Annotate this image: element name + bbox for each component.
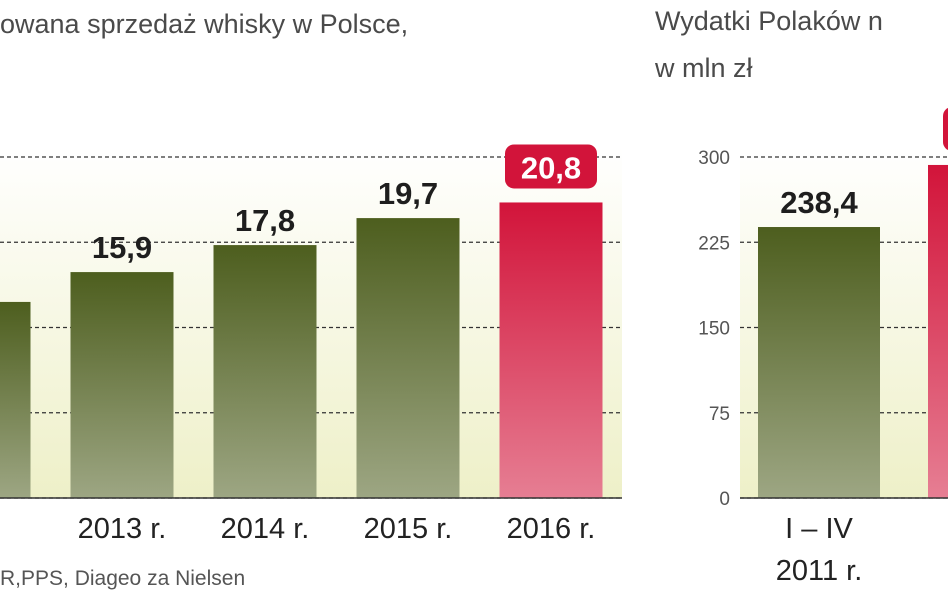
y-tick-label: 300	[698, 148, 730, 169]
value-label: 238,4	[780, 185, 858, 220]
y-tick-label: 0	[719, 489, 730, 510]
value-label: 20,8	[521, 150, 581, 185]
bar	[70, 272, 174, 498]
bar	[356, 218, 460, 499]
bar	[499, 202, 603, 498]
bar	[213, 245, 317, 498]
y-tick-label: 150	[698, 319, 730, 340]
x-tick-label: 2011 r.	[776, 555, 863, 587]
y-tick-label: 75	[709, 404, 730, 425]
x-tick-label: 2014 r.	[221, 513, 310, 545]
value-label: 19,7	[378, 176, 438, 211]
bar	[0, 301, 31, 498]
y-tick-label: 225	[698, 233, 730, 254]
bar	[928, 164, 948, 498]
value-label-box	[943, 107, 948, 151]
x-tick-label: I – IV	[785, 513, 853, 545]
chart-subtitle: w mln zł	[654, 53, 753, 83]
source-note: R,PPS, Diageo za Nielsen	[0, 567, 245, 590]
x-tick-label: 2016 r.	[507, 513, 596, 545]
value-label: 15,9	[92, 230, 152, 265]
chart-title: Wydatki Polaków n	[655, 6, 883, 36]
bar	[758, 227, 880, 498]
x-tick-label: 2015 r.	[364, 513, 453, 545]
value-label: 17,8	[235, 203, 295, 238]
chart-title: owana sprzedaż whisky w Polsce,	[0, 9, 408, 39]
x-tick-label: 2013 r.	[78, 513, 167, 545]
value-label-box	[505, 144, 597, 189]
